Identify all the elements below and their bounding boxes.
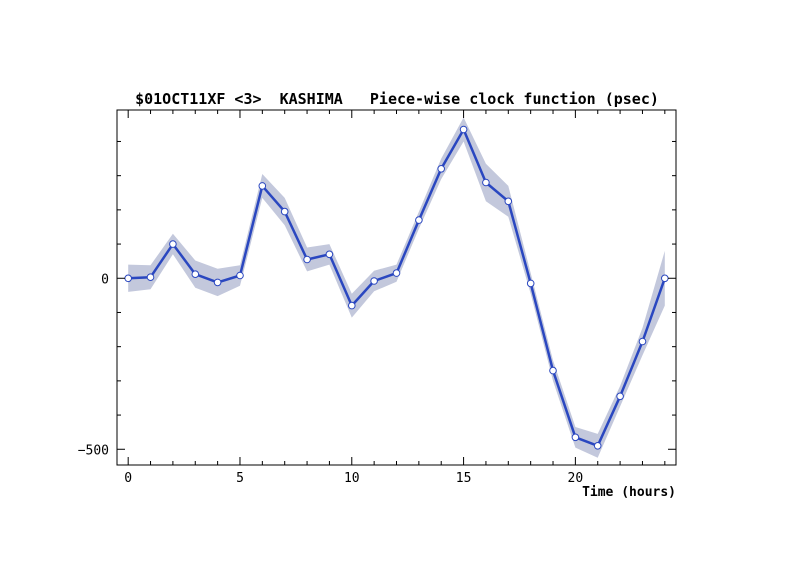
- data-point: [370, 277, 378, 285]
- x-tick-label: 5: [236, 471, 244, 486]
- data-point: [348, 301, 356, 310]
- data-point: [526, 279, 535, 288]
- axis-ticks: 0 5 10 15 20 0 −500: [78, 110, 676, 486]
- y-tick-label: −500: [78, 443, 109, 458]
- data-point: [437, 165, 446, 173]
- x-axis-label: Time (hours): [582, 485, 676, 500]
- data-point: [504, 197, 513, 206]
- data-point: [661, 274, 669, 283]
- data-point: [236, 271, 244, 280]
- data-point: [213, 278, 222, 287]
- data-point: [571, 433, 580, 442]
- x-tick-label: 15: [456, 471, 472, 486]
- data-point: [124, 274, 132, 283]
- data-point: [459, 125, 468, 134]
- data-point: [258, 182, 267, 190]
- x-tick-label: 10: [344, 471, 360, 486]
- data-point: [280, 207, 289, 216]
- data-point: [638, 337, 647, 346]
- data-point: [593, 442, 602, 450]
- data-point: [146, 273, 155, 282]
- error-band: [128, 117, 665, 458]
- error-band-layer: [128, 117, 665, 458]
- data-point: [191, 270, 200, 279]
- data-point: [549, 366, 557, 375]
- data-point: [325, 250, 334, 259]
- data-point: [392, 269, 401, 277]
- data-point: [482, 178, 490, 187]
- x-tick-label: 20: [568, 471, 584, 486]
- data-point: [169, 240, 177, 248]
- x-tick-label: 0: [124, 471, 132, 486]
- data-point: [616, 392, 624, 401]
- y-tick-label: 0: [101, 272, 109, 287]
- data-point-layer: [124, 125, 669, 450]
- chart-title: $01OCT11XF <3> KASHIMA Piece-wise clock …: [135, 90, 659, 108]
- data-point: [415, 216, 423, 224]
- data-point: [303, 255, 311, 264]
